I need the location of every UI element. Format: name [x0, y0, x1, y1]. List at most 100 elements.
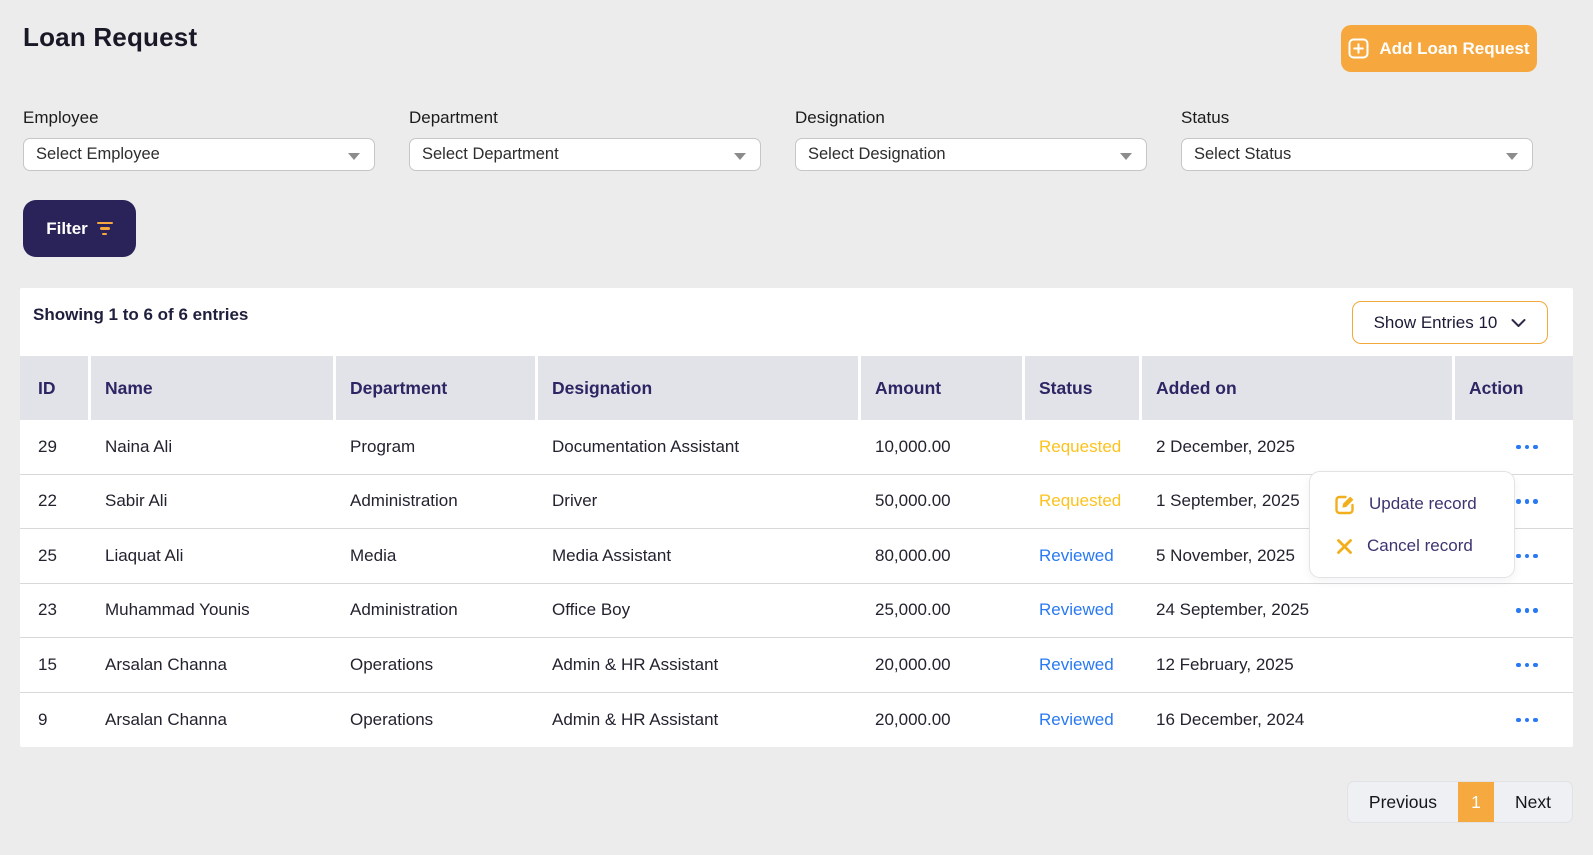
- cell-action: [1455, 420, 1573, 474]
- chevron-down-icon: [1506, 152, 1518, 160]
- current-page-indicator[interactable]: 1: [1458, 782, 1495, 822]
- department-select[interactable]: Select Department: [409, 138, 761, 171]
- employee-select[interactable]: Select Employee: [23, 138, 375, 171]
- cell-amount: 25,000.00: [875, 600, 951, 620]
- employee-label: Employee: [23, 108, 99, 127]
- column-header-designation: Designation: [538, 356, 858, 420]
- status-select[interactable]: Select Status: [1181, 138, 1533, 171]
- row-actions-button[interactable]: [1514, 548, 1540, 565]
- cell-added-on: 5 November, 2025: [1156, 545, 1295, 565]
- row-actions-button[interactable]: [1514, 493, 1540, 510]
- row-actions-button[interactable]: [1514, 602, 1540, 619]
- table-row: 29 Naina Ali Program Documentation Assis…: [20, 420, 1573, 475]
- cell-added-on: 2 December, 2025: [1156, 436, 1295, 456]
- designation-field: Designation Select Designation: [795, 108, 1147, 171]
- cell-designation: Documentation Assistant: [552, 436, 740, 456]
- show-entries-dropdown[interactable]: Show Entries 10: [1352, 301, 1548, 344]
- plus-square-icon: [1348, 38, 1369, 59]
- column-header-added-on: Added on: [1142, 356, 1452, 420]
- cell-designation: Driver: [552, 491, 598, 511]
- cell-name: Arsalan Channa: [105, 709, 227, 729]
- status-badge: Reviewed: [1039, 654, 1114, 674]
- cell-designation: Admin & HR Assistant: [552, 709, 719, 729]
- cell-action: [1455, 693, 1573, 748]
- column-header-amount: Amount: [861, 356, 1022, 420]
- table-header-row: ID Name Department Designation Amount St…: [20, 356, 1573, 420]
- cell-amount: 20,000.00: [875, 709, 951, 729]
- table-body: 29 Naina Ali Program Documentation Assis…: [20, 420, 1573, 747]
- status-label: Status: [1181, 108, 1230, 127]
- table-row: 15 Arsalan Channa Operations Admin & HR …: [20, 638, 1573, 693]
- cell-added-on: 1 September, 2025: [1156, 491, 1300, 511]
- designation-select-value: Select Designation: [808, 145, 946, 163]
- employee-field: Employee Select Employee: [23, 108, 375, 171]
- cell-id: 22: [38, 491, 57, 511]
- close-icon: [1335, 537, 1354, 556]
- cell-id: 25: [38, 545, 57, 565]
- status-field: Status Select Status: [1181, 108, 1533, 171]
- column-header-name: Name: [91, 356, 333, 420]
- cell-amount: 50,000.00: [875, 491, 951, 511]
- chevron-down-icon: [1511, 313, 1526, 333]
- cell-department: Operations: [350, 709, 434, 729]
- cell-action: [1455, 529, 1573, 583]
- add-loan-request-label: Add Loan Request: [1379, 38, 1530, 58]
- row-actions-button[interactable]: [1514, 657, 1540, 674]
- menu-item-label: Update record: [1369, 494, 1477, 513]
- cell-name: Arsalan Channa: [105, 654, 227, 674]
- status-badge: Reviewed: [1039, 709, 1114, 729]
- department-label: Department: [409, 108, 498, 127]
- table-row: 22 Sabir Ali Administration Driver 50,00…: [20, 475, 1573, 529]
- designation-label: Designation: [795, 108, 885, 127]
- row-actions-button[interactable]: [1514, 712, 1540, 729]
- cell-name: Muhammad Younis: [105, 600, 250, 620]
- table-row: 25 Liaquat Ali Media Media Assistant 80,…: [20, 529, 1573, 584]
- employee-select-value: Select Employee: [36, 145, 160, 163]
- cell-designation: Office Boy: [552, 600, 631, 620]
- menu-item-cancel-record[interactable]: Cancel record: [1310, 525, 1514, 567]
- cell-department: Administration: [350, 600, 458, 620]
- cell-name: Sabir Ali: [105, 491, 168, 511]
- pagination: Previous 1 Next: [1346, 781, 1573, 823]
- chevron-down-icon: [734, 152, 746, 160]
- status-badge: Requested: [1039, 491, 1122, 511]
- cell-id: 29: [38, 436, 57, 456]
- page-title: Loan Request: [23, 22, 198, 52]
- menu-item-update-record[interactable]: Update record: [1310, 483, 1514, 525]
- status-badge: Reviewed: [1039, 545, 1114, 565]
- status-select-value: Select Status: [1194, 145, 1292, 163]
- previous-page-button[interactable]: Previous: [1348, 782, 1458, 822]
- department-select-value: Select Department: [422, 145, 559, 163]
- cell-designation: Admin & HR Assistant: [552, 654, 719, 674]
- row-actions-button[interactable]: [1514, 439, 1540, 456]
- menu-item-label: Cancel record: [1367, 536, 1473, 555]
- cell-id: 15: [38, 654, 57, 674]
- column-header-action: Action: [1455, 356, 1573, 420]
- show-entries-label: Show Entries 10: [1373, 312, 1498, 332]
- table-row: 23 Muhammad Younis Administration Office…: [20, 584, 1573, 638]
- next-page-button[interactable]: Next: [1494, 782, 1572, 822]
- department-field: Department Select Department: [409, 108, 761, 171]
- cell-amount: 80,000.00: [875, 545, 951, 565]
- cell-added-on: 24 September, 2025: [1156, 600, 1310, 620]
- filter-bar: Employee Select Employee Department Sele…: [23, 108, 1533, 171]
- cell-amount: 20,000.00: [875, 654, 951, 674]
- cell-name: Liaquat Ali: [105, 545, 184, 565]
- cell-name: Naina Ali: [105, 436, 173, 456]
- cell-action: [1455, 638, 1573, 692]
- add-loan-request-button[interactable]: Add Loan Request: [1341, 25, 1537, 72]
- cell-id: 23: [38, 600, 57, 620]
- filter-button[interactable]: Filter: [23, 200, 136, 257]
- filter-button-label: Filter: [46, 218, 88, 238]
- entries-summary: Showing 1 to 6 of 6 entries: [33, 305, 249, 324]
- column-header-status: Status: [1025, 356, 1139, 420]
- filter-icon: [96, 221, 113, 236]
- table-row: 9 Arsalan Channa Operations Admin & HR A…: [20, 693, 1573, 748]
- designation-select[interactable]: Select Designation: [795, 138, 1147, 171]
- cell-added-on: 12 February, 2025: [1156, 654, 1294, 674]
- status-badge: Requested: [1039, 436, 1122, 456]
- chevron-down-icon: [1120, 152, 1132, 160]
- cell-department: Program: [350, 436, 416, 456]
- cell-amount: 10,000.00: [875, 436, 951, 456]
- column-header-department: Department: [336, 356, 535, 420]
